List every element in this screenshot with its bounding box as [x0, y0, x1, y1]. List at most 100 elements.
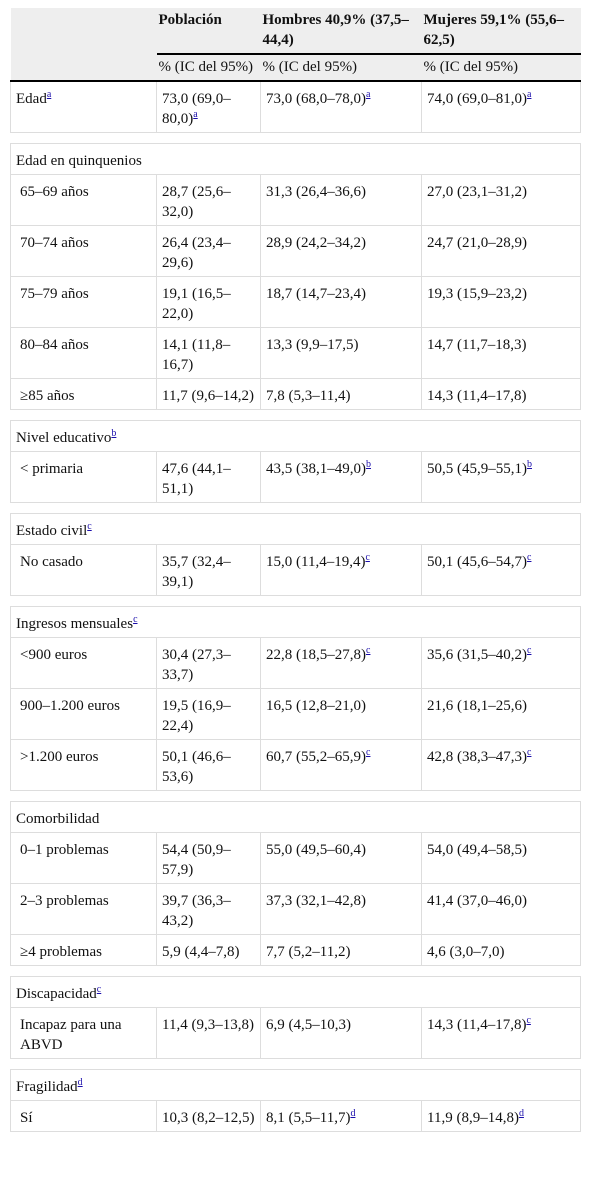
cell-text: 18,7 (14,7–23,4)	[266, 286, 366, 302]
cell-text: 28,9 (24,2–34,2)	[266, 235, 366, 251]
cell-text: 19,1 (16,5–22,0)	[162, 286, 231, 322]
table-cell: 31,3 (26,4–36,6)	[260, 174, 422, 226]
cell-text: 60,7 (55,2–65,9)	[266, 749, 366, 765]
footnote-mark: c	[526, 1015, 530, 1026]
footnote-link[interactable]: d	[518, 1108, 524, 1119]
cell-text: 19,3 (15,9–23,2)	[427, 286, 527, 302]
section-row: Edad en quinquenios	[10, 143, 581, 175]
footnote-mark: a	[193, 109, 197, 120]
footnote-mark: a	[366, 89, 370, 100]
table-cell: 18,7 (14,7–23,4)	[260, 276, 422, 328]
cell-text: 50,1 (45,6–54,7)	[427, 554, 527, 570]
cell-text: 54,4 (50,9–57,9)	[162, 842, 231, 878]
footnote-mark: d	[78, 1077, 83, 1088]
table-cell: 21,6 (18,1–25,6)	[421, 688, 581, 740]
footnote-mark: a	[47, 89, 51, 100]
table-cell: 16,5 (12,8–21,0)	[260, 688, 422, 740]
table-cell: 42,8 (38,3–47,3)c	[421, 739, 581, 791]
cell-text: Incapaz para una ABVD	[20, 1017, 122, 1053]
footnote-link[interactable]: b	[111, 428, 117, 439]
section-title: Nivel educativob	[10, 420, 581, 452]
footnote-link[interactable]: c	[133, 614, 138, 625]
cell-text: ≥4 problemas	[20, 944, 102, 960]
footnote-link[interactable]: b	[527, 459, 532, 470]
cell-text: 41,4 (37,0–46,0)	[427, 893, 527, 909]
cell-text: 7,8 (5,3–11,4)	[266, 388, 351, 404]
footnote-mark: c	[366, 645, 370, 656]
cell-text: ≥85 años	[20, 388, 75, 404]
footnote-mark: b	[366, 459, 371, 470]
spacer-cell	[10, 790, 581, 802]
footnote-link[interactable]: a	[527, 89, 532, 100]
cell-text: 14,3 (11,4–17,8)	[427, 1017, 527, 1033]
cell-text: 27,0 (23,1–31,2)	[427, 184, 527, 200]
footnote-mark: c	[133, 614, 137, 625]
cell-text: Comorbilidad	[16, 811, 100, 827]
header-row: Población Hombres 40,9% (37,5–44,4) Mujere…	[10, 8, 581, 55]
data-row: >1.200 euros 50,1 (46,6–53,6) 60,7 (55,2–6…	[10, 739, 581, 791]
column-header: Mujeres 59,1% (55,6–62,5)	[421, 8, 581, 55]
data-row: Incapaz para una ABVD 11,4 (9,3–13,8) 6,9 …	[10, 1007, 581, 1059]
footnote-link[interactable]: d	[350, 1108, 356, 1119]
table-cell: 24,7 (21,0–28,9)	[421, 225, 581, 277]
cell-text: 11,4 (9,3–13,8)	[162, 1017, 254, 1033]
footnote-link[interactable]: b	[366, 459, 371, 470]
data-row: 75–79 años 19,1 (16,5–22,0) 18,7 (14,7–23,…	[10, 276, 581, 328]
footnote-link[interactable]: c	[366, 747, 371, 758]
cell-text: < primaria	[20, 461, 84, 477]
cell-text: 900–1.200 euros	[20, 698, 120, 714]
spacer-row	[10, 790, 581, 802]
cell-text: 80–84 años	[20, 337, 89, 353]
section-title: Ingresos mensualesc	[10, 606, 581, 638]
section-title: Comorbilidad	[10, 801, 581, 833]
footnote-link[interactable]: c	[527, 645, 532, 656]
footnote-link[interactable]: c	[527, 747, 532, 758]
column-header: Hombres 40,9% (37,5–44,4)	[260, 8, 422, 55]
section-title: Discapacidadc	[10, 976, 581, 1008]
section-title: Estado civilc	[10, 513, 581, 545]
data-row: No casado 35,7 (32,4–39,1) 15,0 (11,4–19,4…	[10, 544, 581, 596]
cell-text: 30,4 (27,3–33,7)	[162, 647, 231, 683]
table-cell: Incapaz para una ABVD	[10, 1007, 157, 1059]
table-cell: 4,6 (3,0–7,0)	[421, 934, 581, 966]
table-cell: 73,0 (69,0–80,0)a	[156, 80, 261, 133]
cell-text: 7,7 (5,2–11,2)	[266, 944, 351, 960]
footnote-link[interactable]: a	[366, 89, 371, 100]
cell-text: 21,6 (18,1–25,6)	[427, 698, 527, 714]
table-cell: 19,1 (16,5–22,0)	[156, 276, 261, 328]
footnote-mark: c	[97, 984, 101, 995]
footnote-link[interactable]: a	[193, 109, 198, 120]
column-subheader: % (IC del 95%)	[260, 54, 422, 82]
data-row: Edada 73,0 (69,0–80,0)a 73,0 (68,0–78,0)a 7…	[10, 80, 581, 133]
table-cell: 41,4 (37,0–46,0)	[421, 883, 581, 935]
section-row: Ingresos mensualesc	[10, 606, 581, 638]
cell-text: Nivel educativo	[16, 430, 112, 446]
cell-text: 22,8 (18,5–27,8)	[266, 647, 366, 663]
table-cell: 54,4 (50,9–57,9)	[156, 832, 261, 884]
data-row: 2–3 problemas 39,7 (36,3–43,2) 37,3 (32,1–…	[10, 883, 581, 935]
table-cell: 37,3 (32,1–42,8)	[260, 883, 422, 935]
table-cell: 30,4 (27,3–33,7)	[156, 637, 261, 689]
footnote-link[interactable]: c	[96, 984, 102, 995]
table-cell: ≥85 años	[10, 378, 157, 410]
cell-text: 73,0 (68,0–78,0)	[266, 91, 366, 107]
footnote-link[interactable]: a	[46, 89, 52, 100]
cell-text: 14,1 (11,8–16,7)	[162, 337, 231, 373]
cell-text: 28,7 (25,6–32,0)	[162, 184, 231, 220]
spacer-cell	[10, 409, 581, 421]
cell-text: 16,5 (12,8–21,0)	[266, 698, 366, 714]
footnote-link[interactable]: c	[527, 552, 532, 563]
table-cell: 2–3 problemas	[10, 883, 157, 935]
table-cell: >1.200 euros	[10, 739, 157, 791]
table-cell: 14,3 (11,4–17,8)c	[421, 1007, 581, 1059]
footnote-link[interactable]: d	[77, 1077, 83, 1088]
table-cell: 11,4 (9,3–13,8)	[156, 1007, 261, 1059]
spacer-cell	[10, 1058, 581, 1070]
cell-text: 14,7 (11,7–18,3)	[427, 337, 527, 353]
footnote-link[interactable]: c	[365, 552, 370, 563]
footnote-link[interactable]: c	[526, 1015, 531, 1026]
footnote-link[interactable]: c	[366, 645, 371, 656]
footnote-link[interactable]: c	[87, 521, 92, 532]
column-subheader: % (IC del 95%)	[156, 54, 261, 82]
